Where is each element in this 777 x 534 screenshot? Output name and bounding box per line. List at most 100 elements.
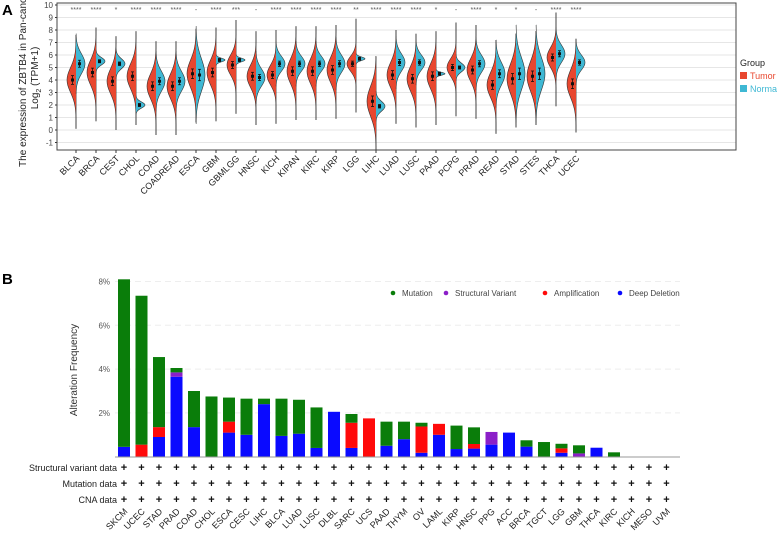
median-point xyxy=(278,62,281,66)
panel-a-label: A xyxy=(2,2,13,19)
data-row-marker: + xyxy=(663,494,669,506)
bar-segment-deep-deletion xyxy=(468,448,480,457)
data-row-marker: + xyxy=(646,478,652,490)
y-tick-label: 5 xyxy=(49,64,54,73)
data-row-marker: + xyxy=(348,478,354,490)
median-point xyxy=(498,72,501,76)
median-point xyxy=(271,73,274,77)
legend-dot-structural-variant xyxy=(443,290,449,296)
bar-segment-deep-deletion xyxy=(223,432,235,457)
bar-segment-mutation xyxy=(223,397,235,422)
data-row-marker: + xyxy=(331,478,337,490)
data-row-label: CNA data xyxy=(78,495,117,505)
median-point xyxy=(158,79,161,83)
tumor-violin xyxy=(526,30,537,125)
median-point xyxy=(258,76,261,79)
data-row-marker: + xyxy=(506,494,512,506)
x-tick-label: PCPG xyxy=(436,153,461,178)
y-unit-suffix: (TPM+1) xyxy=(30,47,41,89)
significance-label: **** xyxy=(131,7,142,14)
legend-label: Amplification xyxy=(554,289,599,298)
bar-segment-mutation xyxy=(573,445,585,454)
bar-segment-structural-variant xyxy=(485,431,498,445)
y-tick-label: 1 xyxy=(49,114,54,123)
median-point xyxy=(538,72,541,76)
bar-segment-deep-deletion xyxy=(118,446,130,457)
data-row-marker: + xyxy=(138,494,144,506)
data-row-marker: + xyxy=(453,462,459,474)
data-row-marker: + xyxy=(453,478,459,490)
median-point xyxy=(98,59,101,63)
legend-dot-mutation xyxy=(390,290,396,296)
significance-label: - xyxy=(195,7,198,14)
significance-label: **** xyxy=(91,7,102,14)
tumor-violin xyxy=(126,31,137,125)
data-row-marker: + xyxy=(453,494,459,506)
y-tick-label: 3 xyxy=(49,89,54,98)
median-point xyxy=(291,69,294,73)
data-row-marker: + xyxy=(383,494,389,506)
bar-segment-mutation xyxy=(415,422,428,427)
y-axis-title: The expression of ZBTB4 in Pan-cancer xyxy=(18,0,29,167)
data-row-marker: + xyxy=(138,478,144,490)
median-point xyxy=(151,84,154,88)
y-axis-unit: Log2 (TPM+1) xyxy=(30,47,43,110)
y-tick-label: 6% xyxy=(98,321,110,330)
tumor-violin xyxy=(306,26,317,120)
x-tick-label: UVM xyxy=(651,506,672,527)
bar-segment-deep-deletion xyxy=(240,434,253,457)
data-row-marker: + xyxy=(278,494,284,506)
panel-b-label: B xyxy=(2,271,13,288)
data-row-marker: + xyxy=(313,478,319,490)
median-point xyxy=(511,77,514,81)
tumor-violin xyxy=(246,31,257,125)
tumor-violin xyxy=(226,20,237,114)
bar-segment-deep-deletion xyxy=(275,435,288,457)
significance-label: **** xyxy=(471,7,482,14)
median-point xyxy=(231,63,234,67)
data-row-marker: + xyxy=(593,462,599,474)
data-row-marker: + xyxy=(366,462,372,474)
legend-label-normal: Normal xyxy=(750,84,777,94)
tumor-violin xyxy=(166,41,177,135)
bar-segment-amplification xyxy=(468,443,480,449)
data-row-marker: + xyxy=(138,462,144,474)
bar-segment-mutation xyxy=(153,357,165,428)
tumor-violin xyxy=(546,12,557,107)
data-row-marker: + xyxy=(191,462,197,474)
significance-label: **** xyxy=(271,7,282,14)
data-row-marker: + xyxy=(173,478,179,490)
median-point xyxy=(138,103,141,107)
median-point xyxy=(311,69,314,73)
data-row-marker: + xyxy=(208,478,214,490)
x-tick-label: UCEC xyxy=(556,153,581,178)
data-row-marker: + xyxy=(401,494,407,506)
data-row-marker: + xyxy=(313,494,319,506)
bar-segment-mutation xyxy=(135,295,148,445)
median-point xyxy=(398,61,401,64)
bar-segment-amplification xyxy=(345,422,358,448)
data-row-label: Mutation data xyxy=(62,479,117,489)
bar-segment-amplification xyxy=(153,427,165,437)
tumor-violin xyxy=(446,22,457,117)
median-point xyxy=(91,71,94,74)
bar-segment-deep-deletion xyxy=(293,433,305,457)
data-row-marker: + xyxy=(611,478,617,490)
data-row-marker: + xyxy=(208,462,214,474)
data-row-marker: + xyxy=(506,462,512,474)
significance-label: ** xyxy=(353,7,359,14)
median-point xyxy=(191,72,194,76)
legend-label: Deep Deletion xyxy=(629,289,680,298)
median-point xyxy=(118,62,121,66)
tumor-violin xyxy=(406,33,417,128)
median-point xyxy=(251,74,254,78)
tumor-violin xyxy=(186,28,197,123)
bar-segment-mutation xyxy=(240,398,253,435)
median-point xyxy=(551,56,554,59)
x-tick-label: BRCA xyxy=(77,153,102,178)
x-tick-label: KIRP xyxy=(319,153,341,175)
tumor-violin xyxy=(386,30,397,124)
data-row-marker: + xyxy=(628,462,634,474)
y-tick-label: 8 xyxy=(49,26,54,35)
significance-label: **** xyxy=(411,7,422,14)
